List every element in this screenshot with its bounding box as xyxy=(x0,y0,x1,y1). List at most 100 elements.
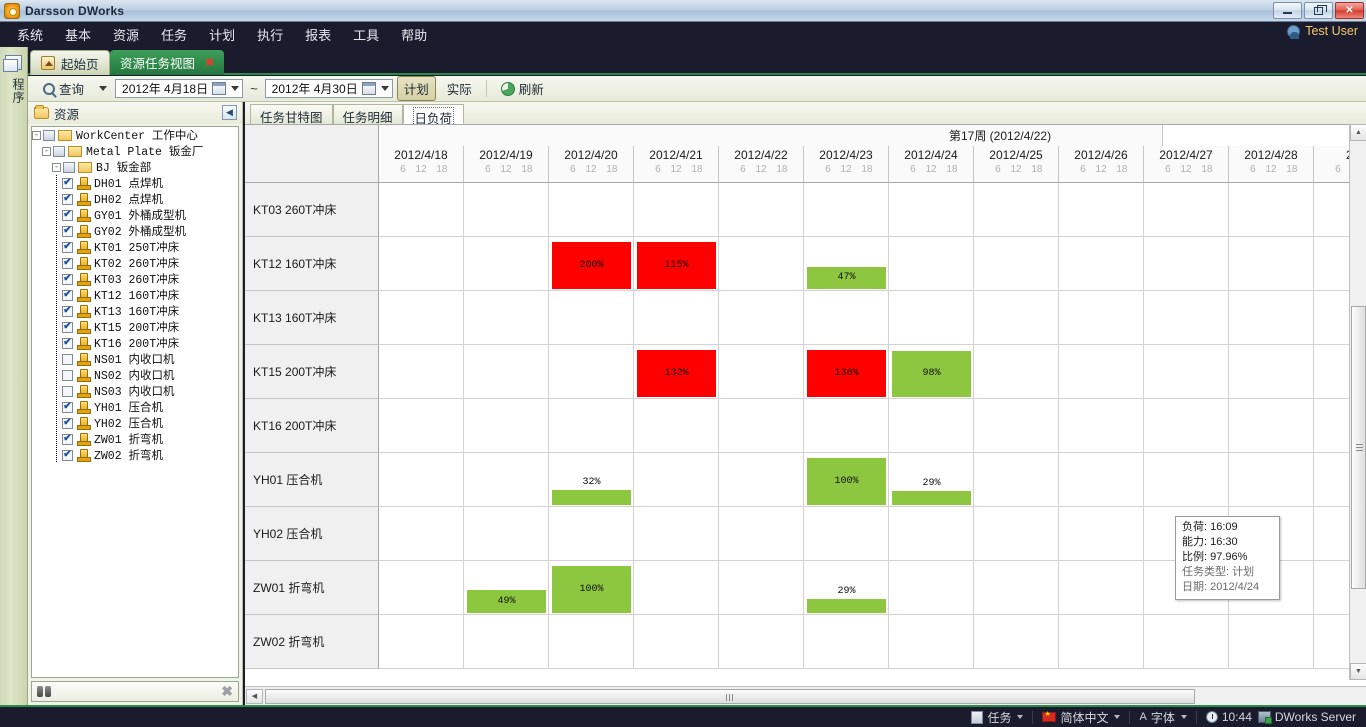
menu-item-2[interactable]: 资源 xyxy=(113,28,140,43)
tree-node-kt01[interactable]: ✔ KT01 250T冲床 xyxy=(32,239,238,255)
load-bar[interactable]: 32% xyxy=(552,477,631,505)
grid-cell[interactable] xyxy=(1229,183,1314,237)
load-bar[interactable]: 29% xyxy=(892,478,971,505)
vertical-scrollbar[interactable]: ▲ ▼ xyxy=(1349,124,1366,680)
tree-node-kt15[interactable]: ✔ KT15 200T冲床 xyxy=(32,319,238,335)
horizontal-scrollbar[interactable]: ◀ xyxy=(245,686,1366,705)
tree-expander-icon[interactable]: - xyxy=(42,146,51,156)
tree-checkbox[interactable] xyxy=(62,369,73,381)
grid-cell[interactable] xyxy=(1229,345,1314,399)
maximize-button[interactable] xyxy=(1304,2,1333,19)
tree-checkbox[interactable]: ✔ xyxy=(62,417,73,429)
tree-node-ns02[interactable]: NS02 内收口机 xyxy=(32,367,238,383)
grid-cell[interactable] xyxy=(1059,237,1144,291)
grid-cell[interactable] xyxy=(974,345,1059,399)
grid-cell[interactable] xyxy=(889,399,974,453)
tree-checkbox[interactable] xyxy=(62,353,73,365)
scroll-up-button[interactable]: ▲ xyxy=(1350,124,1366,141)
grid-cell[interactable] xyxy=(719,183,804,237)
grid-cell[interactable] xyxy=(1229,615,1314,669)
tree-checkbox[interactable]: ✔ xyxy=(62,257,73,269)
grid-cell[interactable] xyxy=(379,183,464,237)
grid-cell[interactable] xyxy=(464,453,549,507)
left-dock-bar[interactable]: 程序 xyxy=(0,47,28,727)
binoculars-icon[interactable] xyxy=(37,686,51,697)
load-bar[interactable]: 200% xyxy=(552,242,631,289)
grid-cell[interactable] xyxy=(464,507,549,561)
close-button[interactable]: ✕ xyxy=(1335,2,1364,19)
tree-checkbox[interactable]: ✔ xyxy=(62,449,73,461)
chevron-down-icon[interactable] xyxy=(1180,715,1187,719)
daily-load-grid[interactable]: 第17周 (2012/4/22) 第18周 2012/4/18612182012… xyxy=(245,124,1366,680)
load-bar[interactable]: 29% xyxy=(807,586,886,613)
tree-checkbox[interactable]: ✔ xyxy=(62,225,73,237)
tree-node-kt13[interactable]: ✔ KT13 160T冲床 xyxy=(32,303,238,319)
resource-row-label[interactable]: KT03 260T冲床 xyxy=(245,183,379,237)
tree-checkbox[interactable]: ✔ xyxy=(62,193,73,205)
close-icon[interactable]: ✖ xyxy=(221,683,233,699)
grid-cell[interactable] xyxy=(974,615,1059,669)
grid-cell[interactable] xyxy=(889,561,974,615)
grid-cell[interactable] xyxy=(1229,453,1314,507)
grid-cell[interactable] xyxy=(974,453,1059,507)
resource-row-label[interactable]: KT16 200T冲床 xyxy=(245,399,379,453)
grid-cell[interactable] xyxy=(1144,399,1229,453)
tree-checkbox[interactable]: ✔ xyxy=(62,337,73,349)
grid-cell[interactable] xyxy=(719,615,804,669)
grid-cell[interactable] xyxy=(464,615,549,669)
scroll-down-button[interactable]: ▼ xyxy=(1350,663,1366,680)
load-bar[interactable]: 136% xyxy=(807,350,886,397)
tree-node-metal plate[interactable]: - Metal Plate 钣金厂 xyxy=(32,143,238,159)
grid-cell[interactable] xyxy=(974,237,1059,291)
resource-row-label[interactable]: YH01 压合机 xyxy=(245,453,379,507)
grid-cell[interactable] xyxy=(1229,237,1314,291)
query-button[interactable]: 查询 xyxy=(36,76,91,101)
chevron-left-icon[interactable]: ◀ xyxy=(222,105,237,120)
grid-cell[interactable] xyxy=(1144,183,1229,237)
grid-cell[interactable] xyxy=(719,561,804,615)
grid-cell[interactable] xyxy=(1059,345,1144,399)
load-bar[interactable]: 100% xyxy=(552,566,631,613)
grid-cell[interactable] xyxy=(379,453,464,507)
grid-cell[interactable] xyxy=(974,291,1059,345)
menu-item-5[interactable]: 执行 xyxy=(257,28,284,43)
chart-tab-2[interactable]: 日负荷 xyxy=(402,104,465,128)
grid-cell[interactable] xyxy=(379,399,464,453)
tree-node-workcenter[interactable]: - WorkCenter 工作中心 xyxy=(32,127,238,143)
grid-cell[interactable] xyxy=(719,453,804,507)
tree-node-yh02[interactable]: ✔ YH02 压合机 xyxy=(32,415,238,431)
tab-home[interactable]: 起始页 xyxy=(30,50,110,75)
grid-cell[interactable] xyxy=(974,507,1059,561)
grid-cell[interactable] xyxy=(634,291,719,345)
grid-cell[interactable] xyxy=(974,183,1059,237)
grid-cell[interactable] xyxy=(1229,399,1314,453)
grid-cell[interactable] xyxy=(464,399,549,453)
chevron-down-icon[interactable] xyxy=(1114,715,1121,719)
grid-cell[interactable] xyxy=(379,561,464,615)
grid-cell[interactable] xyxy=(1144,453,1229,507)
tree-node-bj[interactable]: - BJ 钣金部 xyxy=(32,159,238,175)
date-from-input[interactable]: 2012年 4月18日 xyxy=(115,79,244,98)
grid-cell[interactable] xyxy=(464,237,549,291)
tree-checkbox[interactable]: ✔ xyxy=(62,241,73,253)
resource-row-label[interactable]: KT12 160T冲床 xyxy=(245,237,379,291)
grid-cell[interactable] xyxy=(634,507,719,561)
grid-cell[interactable] xyxy=(1059,291,1144,345)
resource-row-label[interactable]: ZW01 折弯机 xyxy=(245,561,379,615)
grid-cell[interactable] xyxy=(464,345,549,399)
grid-cell[interactable] xyxy=(889,615,974,669)
tree-node-gy01[interactable]: ✔ GY01 外桶成型机 xyxy=(32,207,238,223)
resource-row-label[interactable]: KT13 160T冲床 xyxy=(245,291,379,345)
grid-cell[interactable] xyxy=(1059,561,1144,615)
chevron-down-icon[interactable] xyxy=(231,86,240,91)
menu-item-3[interactable]: 任务 xyxy=(161,28,188,43)
tree-node-dh02[interactable]: ✔ DH02 点焊机 xyxy=(32,191,238,207)
grid-cell[interactable] xyxy=(804,507,889,561)
grid-cell[interactable] xyxy=(719,345,804,399)
grid-cell[interactable] xyxy=(1144,291,1229,345)
tree-node-yh01[interactable]: ✔ YH01 压合机 xyxy=(32,399,238,415)
tree-node-zw02[interactable]: ✔ ZW02 折弯机 xyxy=(32,447,238,463)
tree-node-ns01[interactable]: NS01 内收口机 xyxy=(32,351,238,367)
actual-toggle-button[interactable]: 实际 xyxy=(440,76,479,101)
status-language[interactable]: 简体中文 xyxy=(1042,709,1121,726)
